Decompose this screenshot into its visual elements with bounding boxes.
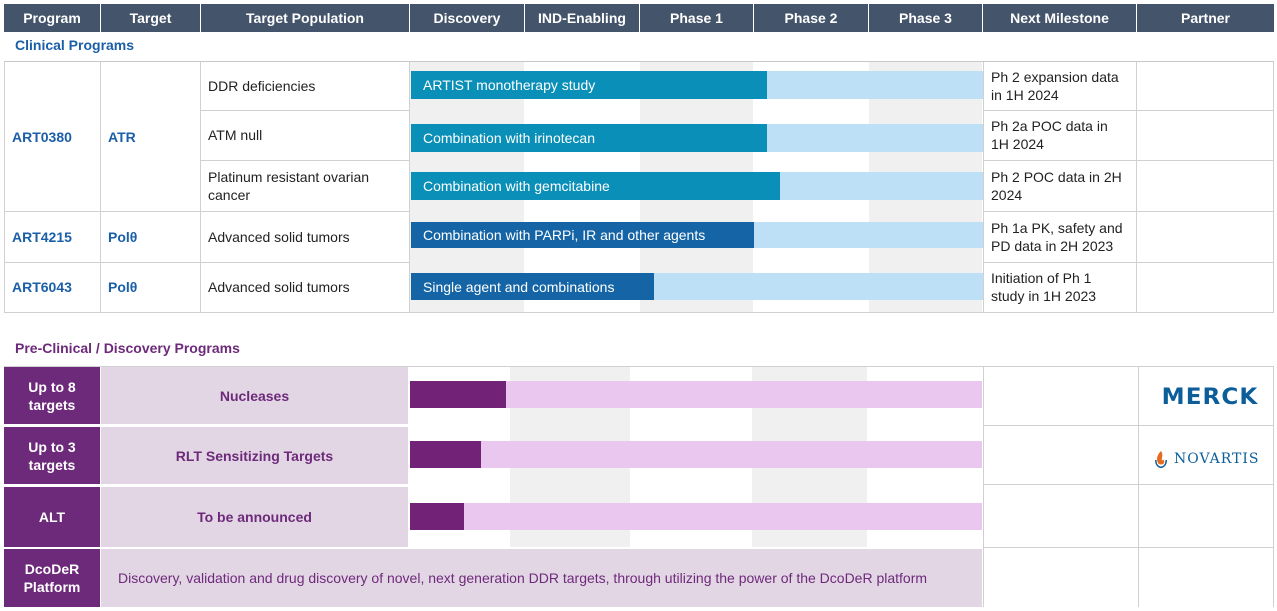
header-phase-2: Phase 2 bbox=[754, 4, 868, 32]
header-next-milestone: Next Milestone bbox=[983, 4, 1136, 32]
milestone-cell: Ph 2 POC data in 2H 2024 bbox=[991, 168, 1122, 203]
header-program: Program bbox=[4, 4, 100, 32]
preclinical-program: Up to 8 targets bbox=[4, 367, 100, 424]
progress-bar-fill bbox=[410, 503, 464, 530]
population-cell: ATM null bbox=[208, 127, 263, 143]
novartis-logo: NOVARTIS bbox=[1152, 447, 1267, 471]
target-pol-theta: Polθ bbox=[108, 279, 138, 295]
platform-program: DcoDeR Platform bbox=[4, 549, 100, 607]
milestone-cell: Ph 2a POC data in 1H 2024 bbox=[991, 118, 1108, 152]
header-target-population: Target Population bbox=[201, 4, 409, 32]
preclinical-target: To be announced bbox=[101, 487, 408, 547]
progress-bar-fill: ARTIST monotherapy study bbox=[411, 71, 767, 99]
progress-bar-track bbox=[410, 503, 982, 530]
platform-description: Discovery, validation and drug discovery… bbox=[101, 549, 982, 607]
population-cell: DDR deficiencies bbox=[208, 78, 316, 94]
progress-bar-fill: Single agent and combinations bbox=[411, 273, 654, 300]
program-art4215: ART4215 bbox=[12, 228, 72, 245]
preclinical-program: ALT bbox=[4, 487, 100, 547]
clinical-section-title: Clinical Programs bbox=[15, 37, 135, 53]
header-phase-3: Phase 3 bbox=[869, 4, 982, 32]
progress-bar-fill: Combination with PARPi, IR and other age… bbox=[411, 222, 754, 248]
milestone-cell: Ph 1a PK, safety and PD data in 2H 2023 bbox=[991, 219, 1123, 254]
progress-bar-fill: Combination with irinotecan bbox=[411, 124, 767, 152]
target-pol-theta: Polθ bbox=[108, 228, 138, 245]
header-phase-1: Phase 1 bbox=[640, 4, 753, 32]
progress-bar-fill bbox=[410, 381, 506, 408]
milestone-cell: Ph 2 expansion data in 1H 2024 bbox=[991, 69, 1119, 103]
preclinical-program: Up to 3 targets bbox=[4, 427, 100, 484]
target-atr: ATR bbox=[108, 128, 136, 145]
program-art0380: ART0380 bbox=[12, 128, 72, 145]
preclinical-target: Nucleases bbox=[101, 367, 408, 424]
merck-logo: MERCK bbox=[1161, 384, 1259, 410]
header-target: Target bbox=[101, 4, 200, 32]
header-ind-enabling: IND-Enabling bbox=[525, 4, 639, 32]
header-discovery: Discovery bbox=[410, 4, 524, 32]
population-cell: Platinum resistant ovarian cancer bbox=[208, 168, 370, 203]
novartis-wordmark: NOVARTIS bbox=[1174, 451, 1260, 467]
progress-bar-fill: Combination with gemcitabine bbox=[411, 172, 780, 200]
preclinical-section-title: Pre-Clinical / Discovery Programs bbox=[15, 340, 240, 356]
preclinical-target: RLT Sensitizing Targets bbox=[101, 427, 408, 484]
program-art6043: ART6043 bbox=[12, 279, 72, 295]
population-cell: Advanced solid tumors bbox=[208, 279, 350, 295]
header-partner: Partner bbox=[1137, 4, 1274, 32]
milestone-cell: Initiation of Ph 1 study in 1H 2023 bbox=[991, 270, 1097, 304]
progress-bar-fill bbox=[410, 441, 481, 468]
progress-bar-track bbox=[410, 441, 982, 468]
novartis-flame-icon bbox=[1155, 451, 1167, 468]
population-cell: Advanced solid tumors bbox=[208, 228, 350, 245]
